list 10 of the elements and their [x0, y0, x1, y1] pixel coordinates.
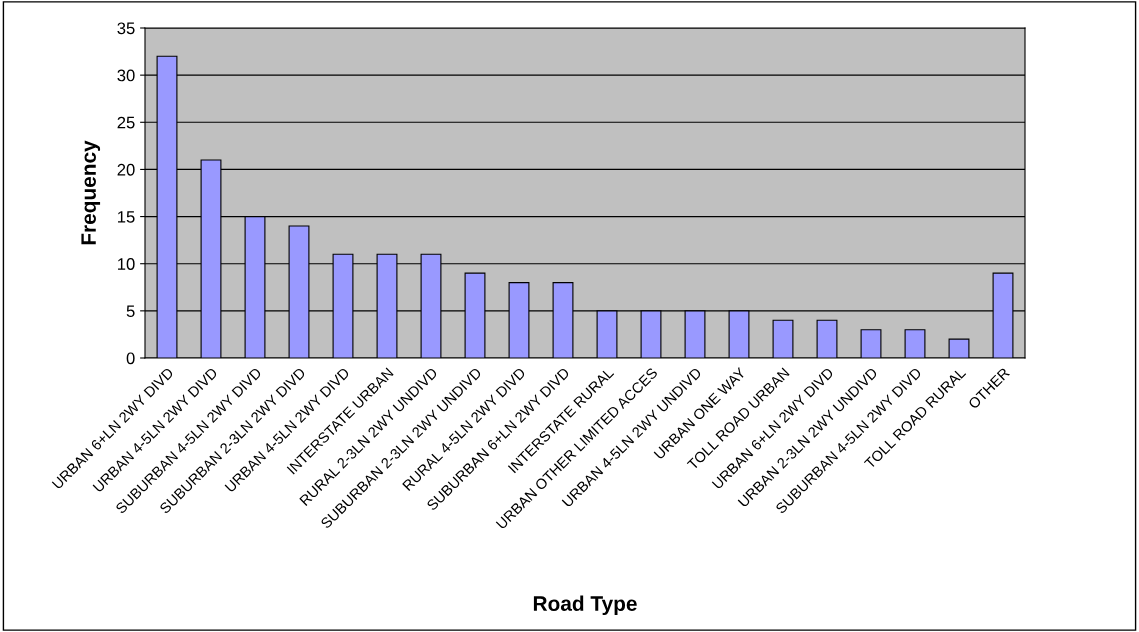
y-tick-label: 25 [117, 116, 135, 129]
y-tick-label: 10 [118, 258, 135, 270]
y-axis-title: Frequency [81, 140, 101, 245]
y-tick-label: 0 [126, 352, 135, 365]
y-tick-label: 30 [117, 69, 135, 82]
y-tick-label: 5 [126, 305, 135, 318]
y-tick-label: 20 [117, 163, 135, 176]
y-tick-label: 35 [117, 22, 135, 35]
x-axis-title: Road Type [533, 595, 637, 616]
y-tick-label: 15 [118, 211, 135, 223]
